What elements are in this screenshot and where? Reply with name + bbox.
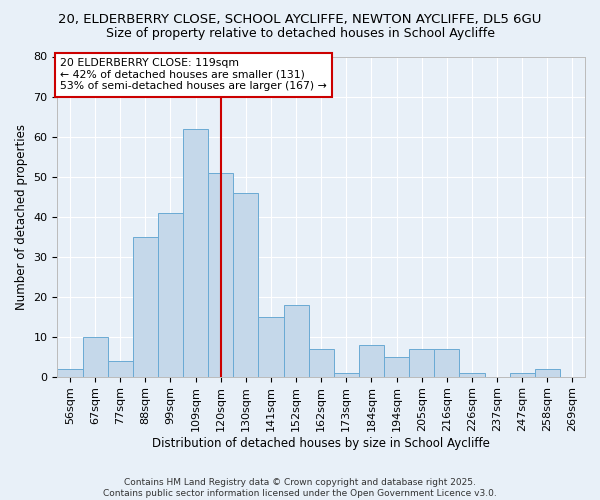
Bar [409, 348, 434, 376]
Bar [259, 316, 284, 376]
Bar [334, 372, 359, 376]
Bar [58, 368, 83, 376]
Bar [434, 348, 460, 376]
Bar [535, 368, 560, 376]
Text: Contains HM Land Registry data © Crown copyright and database right 2025.
Contai: Contains HM Land Registry data © Crown c… [103, 478, 497, 498]
Text: Size of property relative to detached houses in School Aycliffe: Size of property relative to detached ho… [106, 28, 494, 40]
Text: 20, ELDERBERRY CLOSE, SCHOOL AYCLIFFE, NEWTON AYCLIFFE, DL5 6GU: 20, ELDERBERRY CLOSE, SCHOOL AYCLIFFE, N… [58, 12, 542, 26]
Bar [384, 356, 409, 376]
X-axis label: Distribution of detached houses by size in School Aycliffe: Distribution of detached houses by size … [152, 437, 490, 450]
Bar [233, 192, 259, 376]
Bar [460, 372, 485, 376]
Text: 20 ELDERBERRY CLOSE: 119sqm
← 42% of detached houses are smaller (131)
53% of se: 20 ELDERBERRY CLOSE: 119sqm ← 42% of det… [60, 58, 327, 92]
Bar [83, 336, 107, 376]
Bar [208, 172, 233, 376]
Bar [308, 348, 334, 376]
Bar [158, 212, 183, 376]
Bar [183, 128, 208, 376]
Bar [359, 344, 384, 376]
Y-axis label: Number of detached properties: Number of detached properties [15, 124, 28, 310]
Bar [284, 304, 308, 376]
Bar [107, 360, 133, 376]
Bar [133, 236, 158, 376]
Bar [509, 372, 535, 376]
